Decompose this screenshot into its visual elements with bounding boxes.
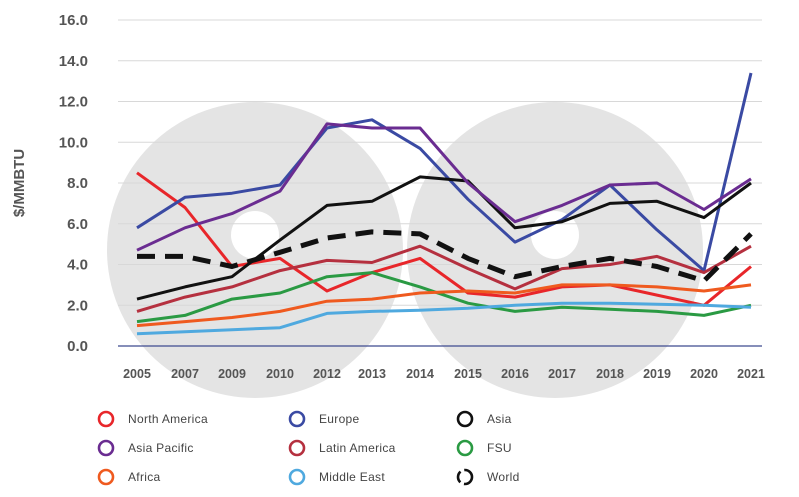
legend-label: Asia Pacific (128, 441, 194, 455)
y-tick-label: 12.0 (59, 94, 88, 111)
x-tick-label: 2020 (690, 367, 718, 381)
legend-item: FSU (455, 438, 512, 458)
x-tick-label: 2009 (218, 367, 246, 381)
legend-item: Latin America (287, 438, 396, 458)
legend-label: Middle East (319, 470, 385, 484)
x-tick-label: 2017 (548, 367, 576, 381)
legend-marker-icon (97, 468, 115, 486)
x-tick-label: 2007 (171, 367, 199, 381)
series-line-africa (136, 283, 752, 328)
x-tick-label: 2014 (406, 367, 434, 381)
y-tick-label: 14.0 (59, 53, 88, 70)
series-line-world (137, 229, 753, 284)
x-tick-label: 2021 (737, 367, 765, 381)
y-tick-label: 10.0 (59, 134, 88, 151)
legend-item: North America (96, 409, 208, 429)
series-line-latin-america (136, 244, 752, 313)
series-line-north-america (136, 171, 752, 307)
legend-marker-icon (288, 410, 306, 428)
y-tick-label: 2.0 (67, 297, 88, 314)
x-tick-label: 2015 (454, 367, 482, 381)
legend-item: Asia (455, 409, 512, 429)
x-axis-ticks: 2005 2007 2009 2010 2012 2013 2014 2015 2016 2017… (123, 367, 765, 381)
legend-item: Asia Pacific (96, 438, 194, 458)
legend-item: Africa (96, 467, 160, 487)
y-tick-label: 4.0 (67, 257, 88, 274)
series-line-middle-east (136, 301, 752, 336)
legend-marker-icon (97, 410, 115, 428)
series-line-asia (136, 175, 752, 301)
x-tick-label: 2010 (266, 367, 294, 381)
chart: 0.0 2.0 4.0 6.0 8.0 10.0 12.0 14.0 16.0 2005 2007… (11, 12, 765, 398)
x-tick-label: 2005 (123, 367, 151, 381)
legend-label: North America (128, 412, 208, 426)
y-tick-label: 16.0 (59, 12, 88, 29)
x-tick-label: 2012 (313, 367, 341, 381)
y-axis-ticks: 0.0 2.0 4.0 6.0 8.0 10.0 12.0 14.0 16.0 (59, 12, 88, 355)
legend-label: FSU (487, 441, 512, 455)
legend-item: Middle East (287, 467, 385, 487)
series-line-asia-pacific (136, 122, 752, 252)
legend-marker-icon (456, 468, 474, 486)
legend-label: Asia (487, 412, 512, 426)
legend-marker-icon (288, 468, 306, 486)
legend-label: Latin America (319, 441, 396, 455)
legend-marker-icon (288, 439, 306, 457)
legend-marker-icon (456, 410, 474, 428)
legend-marker-icon (97, 439, 115, 457)
legend-item: World (455, 467, 520, 487)
watermark-logo (107, 102, 703, 398)
x-tick-label: 2019 (643, 367, 671, 381)
series-line-europe (136, 72, 753, 273)
x-tick-label: 2018 (596, 367, 624, 381)
y-axis-label: $/MMBTU (11, 149, 28, 217)
y-tick-label: 8.0 (67, 175, 88, 192)
series-line-fsu (136, 271, 752, 324)
series-lines (136, 72, 753, 336)
legend-label: Africa (128, 470, 161, 484)
y-tick-label: 6.0 (67, 216, 88, 233)
legend-label: Europe (319, 412, 360, 426)
x-tick-label: 2013 (358, 367, 386, 381)
legend-item: Europe (287, 409, 360, 429)
legend-marker-icon (456, 439, 474, 457)
legend-label: World (487, 470, 520, 484)
y-tick-label: 0.0 (67, 338, 88, 355)
x-tick-label: 2016 (501, 367, 529, 381)
